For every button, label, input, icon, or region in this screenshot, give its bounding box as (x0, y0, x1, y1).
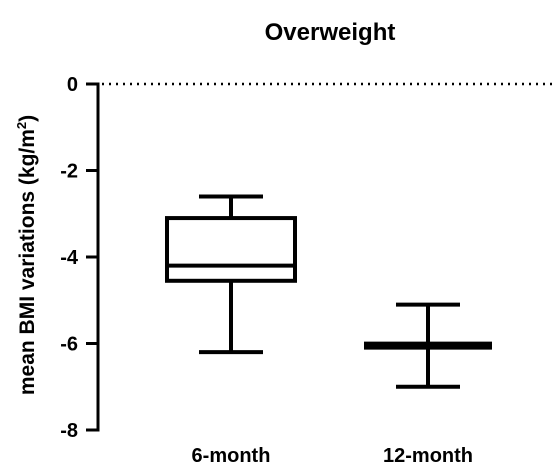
box-iqr (165, 216, 297, 283)
y-tick-label-2: -4 (60, 247, 79, 269)
y-axis-label: mean BMI variations (kg/m2) (14, 115, 39, 395)
y-tick-label-1: -2 (60, 161, 78, 183)
box-6-month (165, 194, 297, 355)
y-axis-label-close: ) (16, 115, 39, 122)
y-tick-label-4: -8 (60, 420, 78, 442)
y-tick-label-3: -6 (60, 334, 78, 356)
x-tick-label-0: 6-month (192, 445, 271, 467)
x-axis-labels: 6-month 12-month (192, 445, 473, 467)
x-tick-label-1: 12-month (383, 445, 473, 467)
chart-title: Overweight (265, 19, 396, 46)
y-axis-label-main: mean BMI variations (kg/m (16, 129, 39, 395)
y-tick-label-0: 0 (67, 74, 78, 96)
y-axis-ticks: 0 -2 -4 -6 -8 (60, 74, 98, 442)
y-axis-label-superscript: 2 (14, 122, 29, 129)
box-12-month (364, 302, 492, 389)
box-plot-series (165, 194, 492, 389)
